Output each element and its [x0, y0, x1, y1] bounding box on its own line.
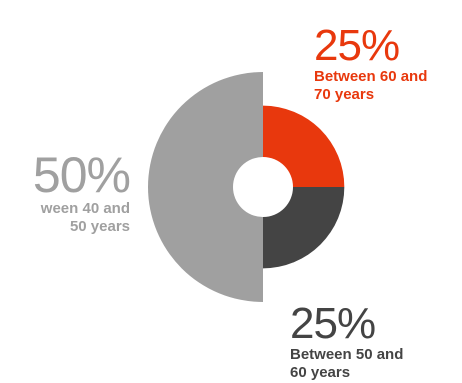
slice-desc-40-50: ween 40 and 50 years [33, 200, 130, 236]
slice-desc-50-60: Between 50 and 60 years [290, 346, 404, 381]
slice-label-60-70: 25% Between 60 and 70 years [314, 24, 427, 104]
slice-percent-50-60: 25% [290, 299, 376, 348]
slice-desc-line: 50 years [69, 218, 130, 235]
slice-3 [148, 72, 263, 302]
slice-label-40-50: 50% ween 40 and 50 years [32, 147, 131, 236]
slice-desc-60-70: Between 60 and 70 years [314, 68, 428, 103]
chart-slices [148, 72, 345, 302]
donut-hole [233, 157, 293, 217]
slice-label-50-60: 25% Between 50 and 60 years [290, 302, 403, 382]
slice-percent-40-50: 50% [32, 147, 131, 203]
slice-percent-60-70: 25% [314, 21, 400, 70]
slice-desc-line: ween 40 and [40, 200, 130, 217]
